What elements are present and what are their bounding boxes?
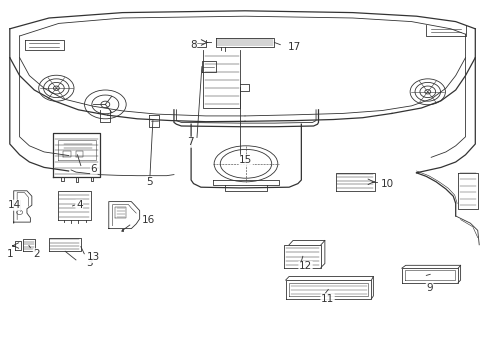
Text: 15: 15 — [239, 155, 252, 165]
Text: 7: 7 — [187, 137, 194, 147]
Text: 16: 16 — [142, 215, 155, 225]
Text: 4: 4 — [76, 200, 83, 210]
Text: 10: 10 — [381, 179, 394, 189]
Text: 11: 11 — [321, 294, 334, 304]
Text: 13: 13 — [87, 252, 100, 262]
Text: 5: 5 — [146, 177, 153, 187]
Text: 12: 12 — [299, 261, 312, 271]
Text: 2: 2 — [33, 249, 40, 259]
Text: 3: 3 — [86, 258, 93, 268]
Text: 14: 14 — [7, 200, 21, 210]
Text: 6: 6 — [91, 164, 98, 174]
Text: 9: 9 — [426, 283, 433, 293]
Text: 8: 8 — [190, 40, 197, 50]
Text: 17: 17 — [288, 42, 301, 52]
Text: 1: 1 — [7, 249, 14, 259]
